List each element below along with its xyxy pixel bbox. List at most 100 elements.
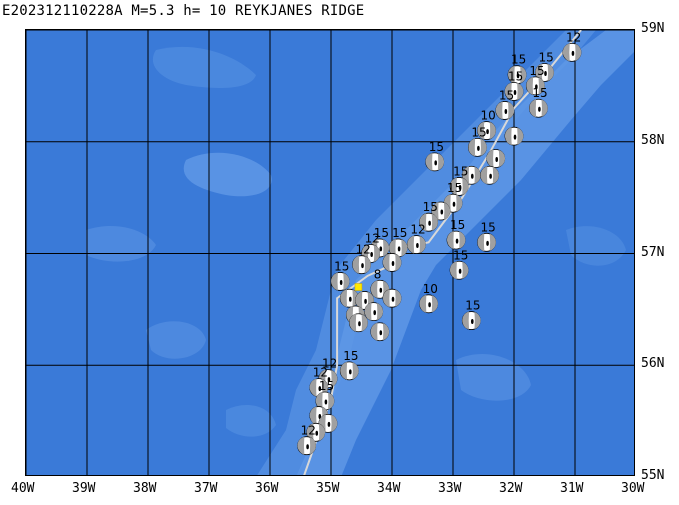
depth-label: 15 — [529, 64, 544, 78]
longitude-label: 37W — [194, 481, 218, 496]
compression-quadrant — [328, 392, 335, 410]
longitude-label: 39W — [72, 481, 96, 496]
compression-quadrant — [382, 253, 390, 272]
compression-quadrant — [382, 323, 390, 341]
pressure-axis — [318, 386, 322, 392]
compression-quadrant — [431, 295, 438, 313]
compression-quadrant — [352, 362, 359, 380]
focal-mechanism: 15 — [449, 164, 469, 196]
pressure-axis — [397, 246, 401, 252]
compression-quadrant — [477, 233, 485, 252]
focal-mechanism: 12 — [562, 30, 582, 62]
compression-quadrant — [462, 311, 470, 330]
compression-quadrant — [508, 65, 515, 84]
pressure-axis — [428, 220, 431, 226]
compression-quadrant — [529, 99, 537, 118]
shoal-west-2 — [86, 225, 156, 262]
compression-quadrant — [526, 76, 534, 95]
compression-quadrant — [498, 149, 506, 168]
longitude-label: 35W — [316, 481, 340, 496]
compression-quadrant — [517, 127, 524, 145]
depth-label: 15 — [532, 86, 547, 100]
depth-label: 15 — [453, 164, 468, 178]
focal-mechanism: 15 — [449, 248, 469, 280]
pressure-axis — [458, 268, 462, 274]
compression-quadrant — [352, 255, 360, 274]
shoal-east — [566, 226, 626, 266]
compression-quadrant — [331, 370, 338, 388]
longitude-label: 30W — [621, 481, 645, 496]
pressure-axis — [486, 240, 489, 246]
latitude-label: 55N — [641, 468, 665, 483]
pressure-axis — [379, 287, 383, 293]
focal-mechanism: 12 — [406, 223, 426, 254]
compression-quadrant — [401, 239, 408, 257]
focal-mechanism: 10 — [419, 282, 439, 314]
compression-quadrant — [462, 177, 469, 195]
focal-mechanism: 15 — [388, 226, 408, 258]
depth-label: 12 — [301, 424, 316, 438]
depth-label: 12 — [322, 357, 337, 371]
focal-mechanism: 15 — [339, 349, 359, 381]
compression-quadrant — [459, 231, 466, 249]
longitude-label: 38W — [133, 481, 157, 496]
longitude-label: 36W — [255, 481, 279, 496]
pressure-axis — [358, 321, 361, 327]
depth-label: 15 — [450, 218, 465, 232]
depth-label: 15 — [539, 50, 554, 64]
pressure-axis — [458, 184, 462, 190]
compression-quadrant — [437, 153, 445, 171]
compression-quadrant — [547, 63, 554, 82]
depth-label: 15 — [334, 259, 349, 273]
compression-quadrant — [309, 406, 317, 425]
pressure-axis — [339, 279, 343, 285]
focal-mechanism: 12 — [352, 243, 371, 275]
pressure-axis — [391, 296, 395, 302]
focal-mechanism — [480, 165, 500, 185]
compression-quadrant — [407, 235, 415, 254]
compression-quadrant — [297, 436, 305, 455]
focal-mechanism — [504, 126, 524, 146]
pressure-axis — [486, 129, 489, 135]
compression-quadrant — [388, 238, 396, 257]
longitude-label: 32W — [499, 481, 523, 496]
map-title: E202312110228A M=5.3 h= 10 REYKJANES RID… — [2, 3, 365, 19]
focal-mechanism — [382, 288, 402, 308]
pressure-axis — [370, 252, 373, 257]
compression-quadrant — [474, 166, 481, 184]
compression-quadrant — [309, 378, 317, 397]
focal-mechanism — [461, 165, 481, 185]
focal-mechanism: 15 — [525, 64, 545, 96]
longitude-label: 40W — [11, 481, 35, 496]
ridge-flank — [257, 30, 596, 475]
compression-quadrant — [370, 280, 378, 299]
compression-quadrant — [340, 361, 348, 380]
depth-label: 12 — [356, 243, 371, 257]
compression-quadrant — [364, 256, 371, 274]
shoal-north — [152, 46, 256, 88]
compression-quadrant — [517, 82, 524, 101]
pressure-axis — [504, 108, 508, 114]
compression-quadrant — [575, 43, 582, 61]
shoal-west-3 — [146, 321, 206, 359]
compression-quadrant — [447, 231, 454, 250]
compression-quadrant — [373, 244, 380, 263]
pressure-axis — [544, 70, 547, 76]
pressure-axis — [306, 444, 309, 450]
focal-mechanism: 15 — [446, 218, 466, 250]
compression-quadrant — [450, 177, 457, 196]
longitude-label: 31W — [560, 481, 584, 496]
map-panel[interactable]: 12 15 15 15 15 15 15 10 15 15 15 15 15 15 15 12 15 15 12 12… — [25, 29, 635, 476]
compression-quadrant — [376, 303, 384, 321]
focal-mechanism: 15 — [477, 220, 496, 252]
compression-quadrant — [456, 194, 463, 212]
pressure-axis — [379, 330, 383, 336]
focal-mechanism: 15 — [467, 125, 487, 157]
focal-mechanism — [355, 291, 374, 310]
compression-quadrant — [480, 138, 487, 156]
compression-quadrant — [340, 289, 348, 308]
depth-label: 15 — [343, 349, 358, 363]
depth-label: 8 — [374, 267, 382, 281]
